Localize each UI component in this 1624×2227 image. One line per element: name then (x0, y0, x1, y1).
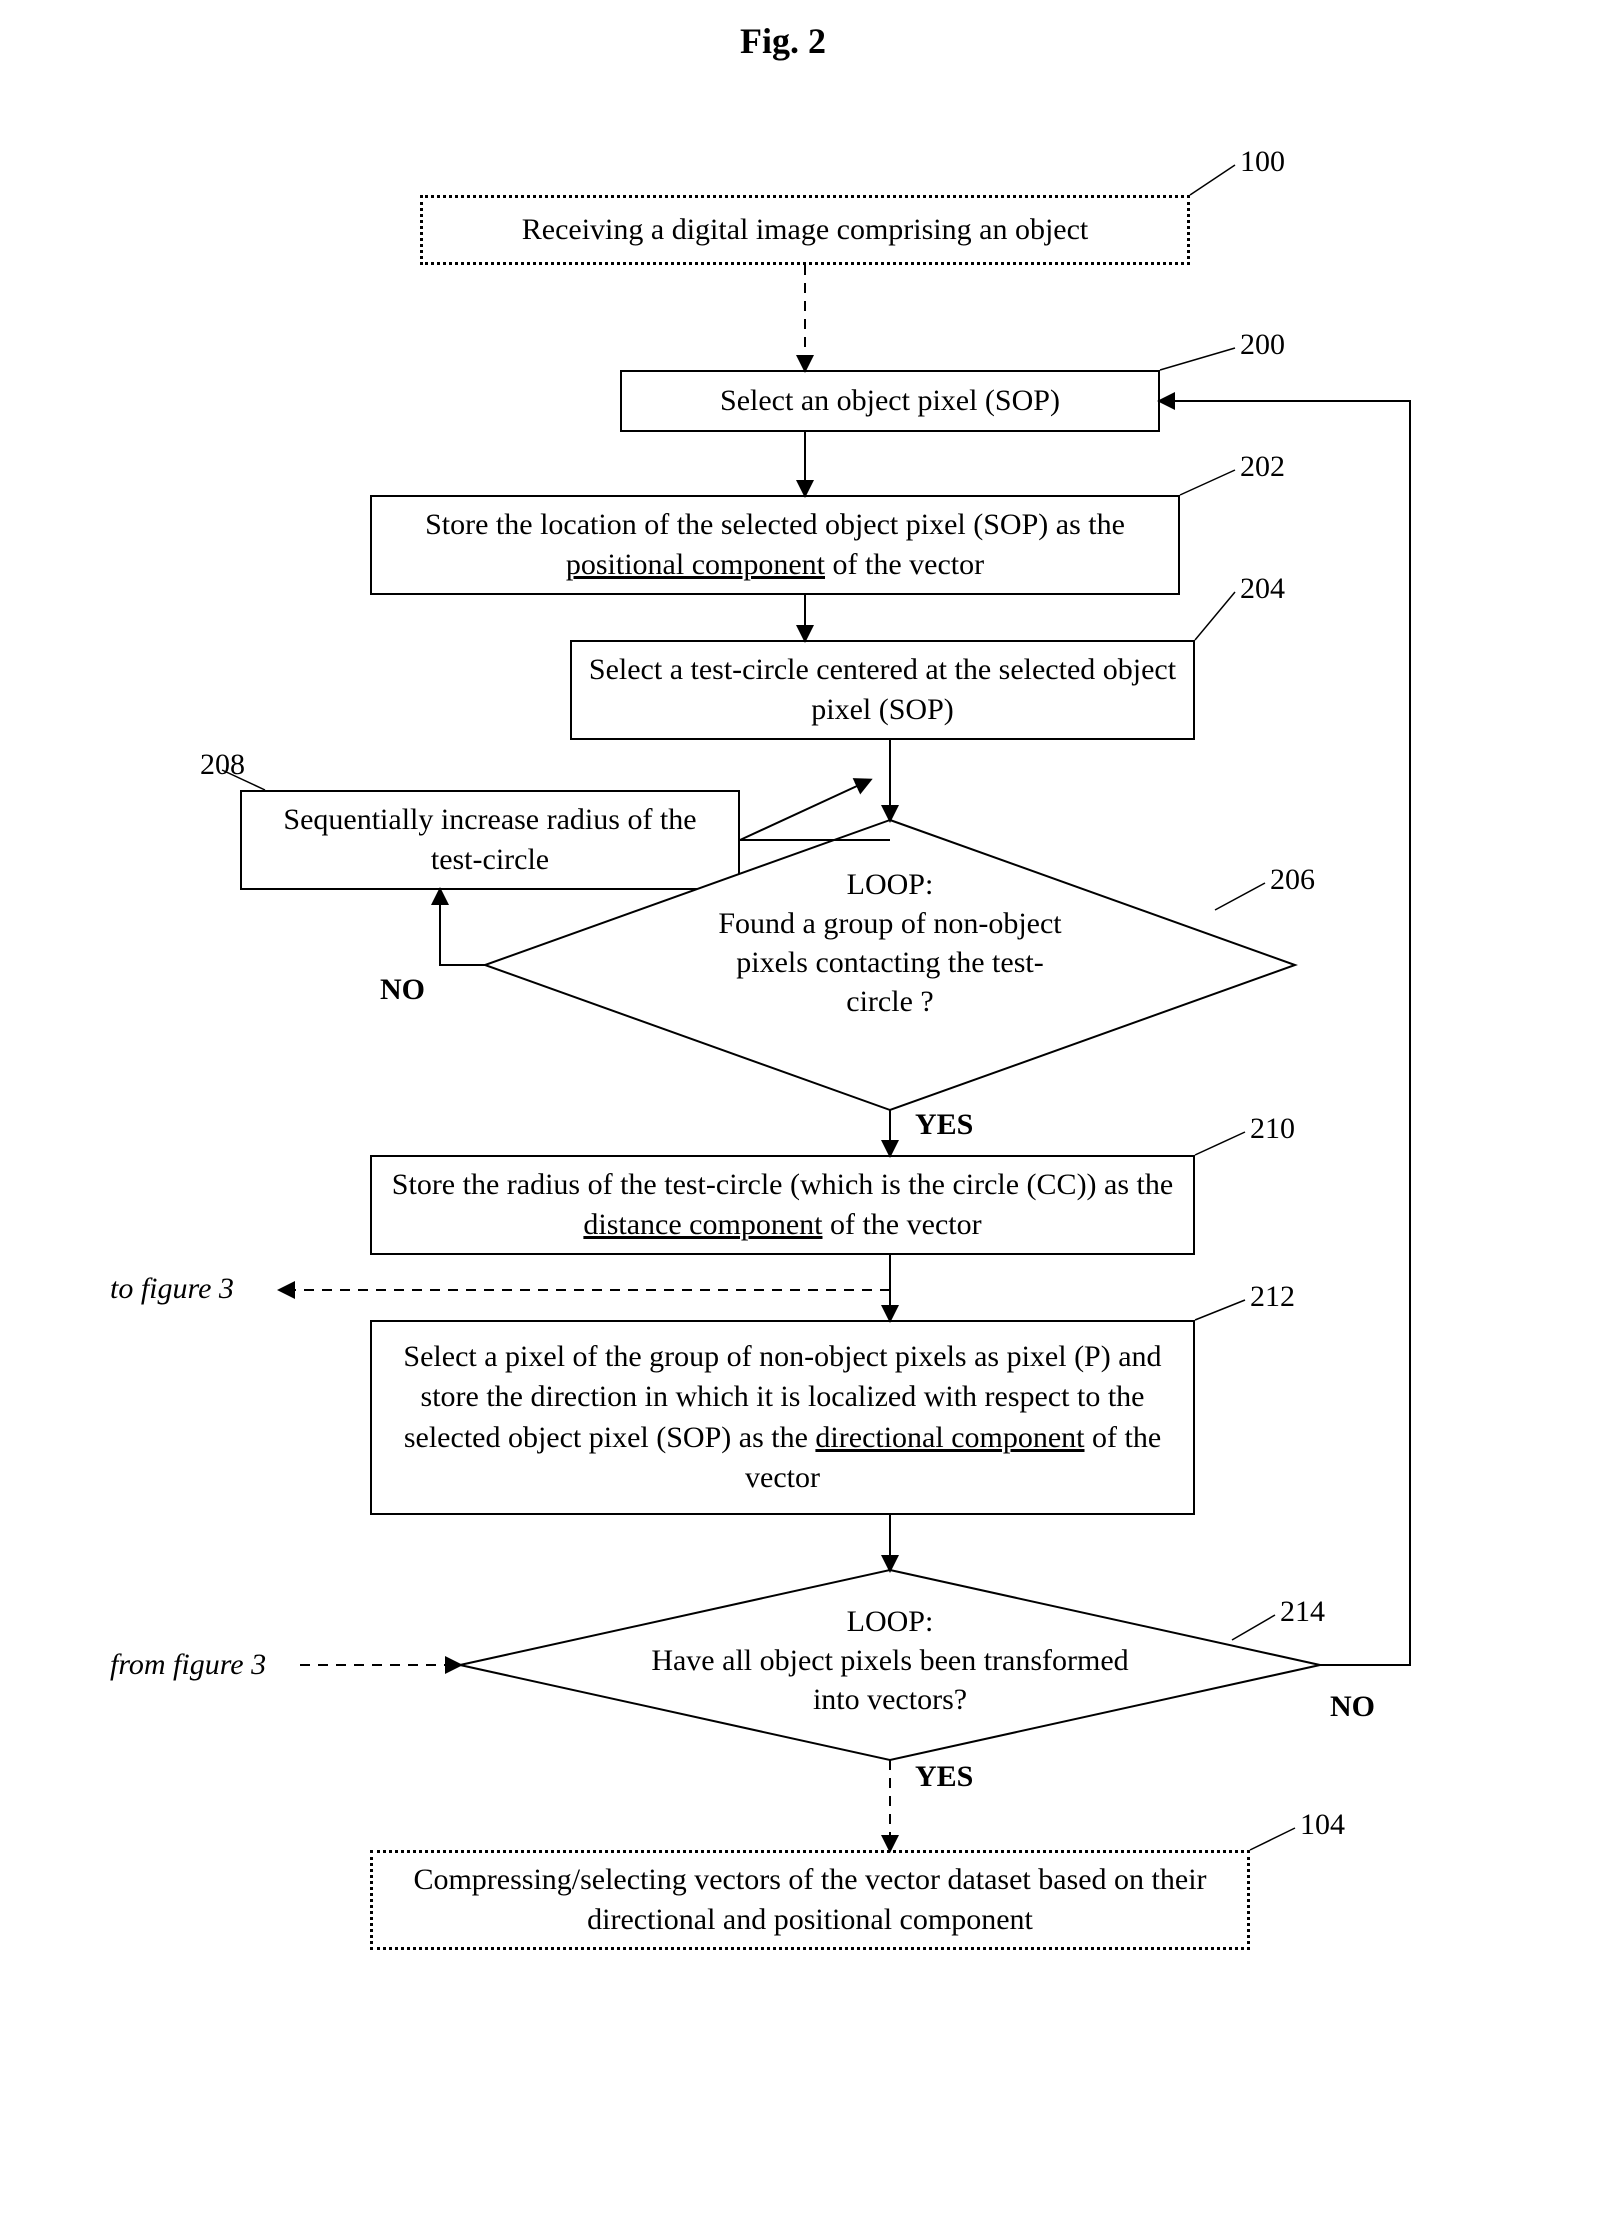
ref-104: 104 (1300, 1808, 1345, 1842)
box-compress-vectors: Compressing/selecting vectors of the vec… (370, 1850, 1250, 1950)
ref-206: 206 (1270, 863, 1315, 897)
box-text: Receiving a digital image comprising an … (522, 210, 1089, 251)
ref-214: 214 (1280, 1595, 1325, 1629)
box-text: Select an object pixel (SOP) (720, 381, 1060, 422)
box-text: Select a pixel of the group of non-objec… (388, 1337, 1177, 1499)
box-text: Select a test-circle centered at the sel… (588, 650, 1177, 731)
ref-100: 100 (1240, 145, 1285, 179)
box-store-positional: Store the location of the selected objec… (370, 495, 1180, 595)
ref-212: 212 (1250, 1280, 1295, 1314)
box-text: Sequentially increase radius of the test… (258, 800, 722, 881)
box-receive-image: Receiving a digital image comprising an … (420, 195, 1190, 265)
box-text: Store the location of the selected objec… (388, 505, 1162, 586)
ref-200: 200 (1240, 328, 1285, 362)
figure-title: Fig. 2 (740, 20, 826, 62)
label-from-fig3: from figure 3 (110, 1648, 266, 1682)
box-select-test-circle: Select a test-circle centered at the sel… (570, 640, 1195, 740)
decision-214-text: LOOP:Have all object pixels been transfo… (651, 1605, 1128, 1716)
label-yes-2: YES (915, 1760, 973, 1794)
label-no-1: NO (380, 973, 425, 1007)
decision-206-text: LOOP:Found a group of non-objectpixels c… (718, 868, 1061, 1018)
box-increase-radius: Sequentially increase radius of the test… (240, 790, 740, 890)
label-to-fig3: to figure 3 (110, 1272, 234, 1306)
ref-204: 204 (1240, 572, 1285, 606)
label-yes-1: YES (915, 1108, 973, 1142)
ref-210: 210 (1250, 1112, 1295, 1146)
flow-arrows-2 (280, 401, 1410, 1850)
box-store-distance: Store the radius of the test-circle (whi… (370, 1155, 1195, 1255)
box-text: Store the radius of the test-circle (whi… (388, 1165, 1177, 1246)
ref-202: 202 (1240, 450, 1285, 484)
box-store-directional: Select a pixel of the group of non-objec… (370, 1320, 1195, 1515)
box-text: Compressing/selecting vectors of the vec… (389, 1860, 1231, 1941)
box-select-object-pixel: Select an object pixel (SOP) (620, 370, 1160, 432)
ref-208: 208 (200, 748, 245, 782)
label-no-2: NO (1330, 1690, 1375, 1724)
decision-214: LOOP:Have all object pixels been transfo… (460, 1570, 1320, 1760)
